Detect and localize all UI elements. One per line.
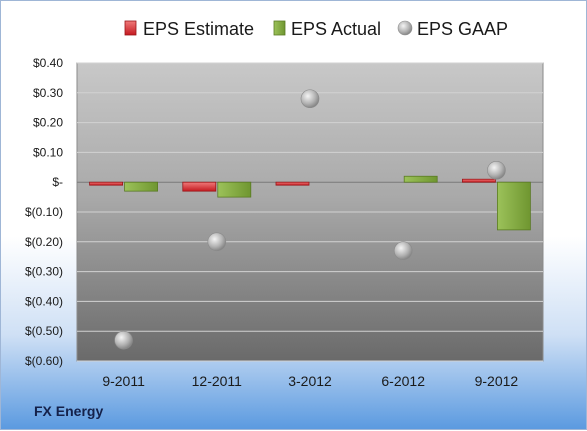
x-tick-label: 6-2012 — [381, 373, 425, 389]
legend-item-gaap: EPS GAAP — [397, 19, 508, 39]
legend-swatch-actual — [273, 20, 286, 36]
bar-estimate — [275, 181, 310, 186]
x-tick-label: 3-2012 — [288, 373, 332, 389]
bar-actual — [403, 175, 438, 183]
gaap-point — [393, 241, 413, 261]
y-tick-label: $0.10 — [33, 145, 63, 159]
legend: EPS Estimate EPS Actual EPS GAAP — [124, 19, 508, 39]
y-tick-label: $(0.50) — [25, 324, 63, 338]
gaap-point — [114, 330, 133, 350]
bar-estimate — [89, 181, 123, 186]
gaap-points — [114, 89, 506, 350]
x-tick-label: 12-2011 — [192, 373, 243, 389]
y-tick-label: $(0.10) — [25, 205, 63, 219]
x-tick-label: 9-2012 — [475, 373, 519, 389]
gaap-point — [300, 89, 320, 109]
bar-estimate — [182, 181, 217, 192]
y-tick-label: $(0.40) — [25, 294, 63, 308]
legend-label-gaap: EPS GAAP — [417, 19, 508, 39]
legend-label-actual: EPS Actual — [291, 19, 381, 39]
bar-actual — [217, 181, 252, 198]
legend-label-estimate: EPS Estimate — [143, 19, 254, 39]
y-tick-label: $(0.20) — [25, 235, 63, 249]
bar-estimate — [461, 178, 496, 183]
y-axis: $0.40 $0.30 $0.20 $0.10 $- $(0.10) $(0.20) $(0.… — [25, 56, 63, 368]
bar-actual — [496, 181, 531, 231]
bar-actual — [124, 181, 158, 192]
company-name: FX Energy — [34, 403, 104, 419]
y-tick-label: $(0.60) — [25, 354, 63, 368]
legend-marker-gaap — [397, 20, 413, 36]
gridlines — [77, 62, 543, 362]
bars — [89, 175, 531, 231]
x-tick-label: 9-2011 — [102, 373, 145, 389]
y-tick-label: $0.20 — [33, 116, 63, 130]
y-tick-label: $0.40 — [33, 56, 63, 70]
legend-item-estimate: EPS Estimate — [124, 19, 254, 39]
gaap-point — [207, 232, 227, 252]
legend-item-actual: EPS Actual — [273, 19, 381, 39]
gaap-point — [487, 160, 506, 180]
y-tick-label: $0.30 — [33, 86, 63, 100]
legend-swatch-estimate — [124, 20, 137, 36]
y-tick-label: $- — [52, 175, 63, 189]
y-tick-label: $(0.30) — [25, 265, 63, 279]
x-axis: 9-2011 12-2011 3-2012 6-2012 9-2012 — [102, 373, 518, 389]
